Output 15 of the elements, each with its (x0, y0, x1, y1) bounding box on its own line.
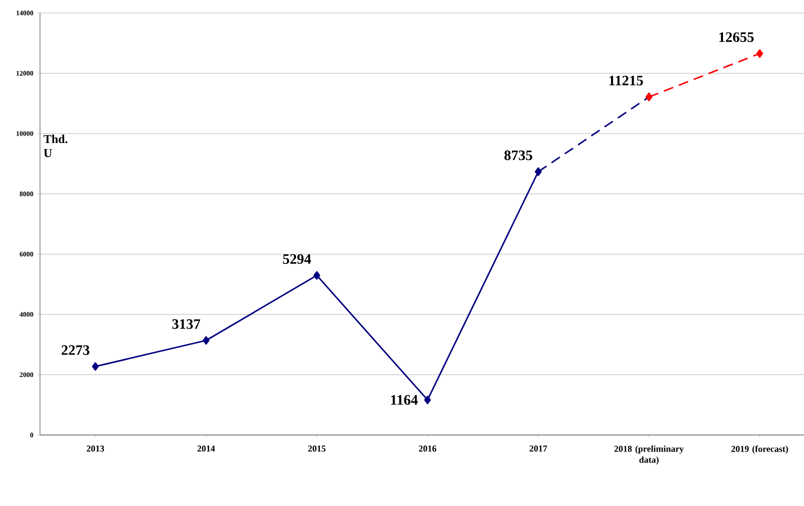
data-label: 12655 (719, 32, 754, 42)
x-tick-label: 2019 (forecast) (731, 446, 788, 454)
data-label: 11215 (609, 76, 643, 86)
x-tick-label: 2015 (308, 446, 326, 452)
data-label: 5294 (283, 254, 312, 264)
y-axis-title: Thd. U (44, 134, 68, 158)
data-label: 1164 (391, 395, 418, 405)
x-tick-label: 2014 (197, 446, 215, 452)
x-tick-label: 2016 (418, 446, 436, 452)
data-label: 3137 (172, 319, 200, 329)
data-label: 2273 (62, 345, 90, 355)
data-label: 8735 (504, 150, 532, 160)
x-tick-label: 2018 (preliminary data) (614, 446, 684, 465)
x-tick-label: 2013 (86, 446, 104, 452)
x-tick-label: 2017 (530, 446, 548, 452)
